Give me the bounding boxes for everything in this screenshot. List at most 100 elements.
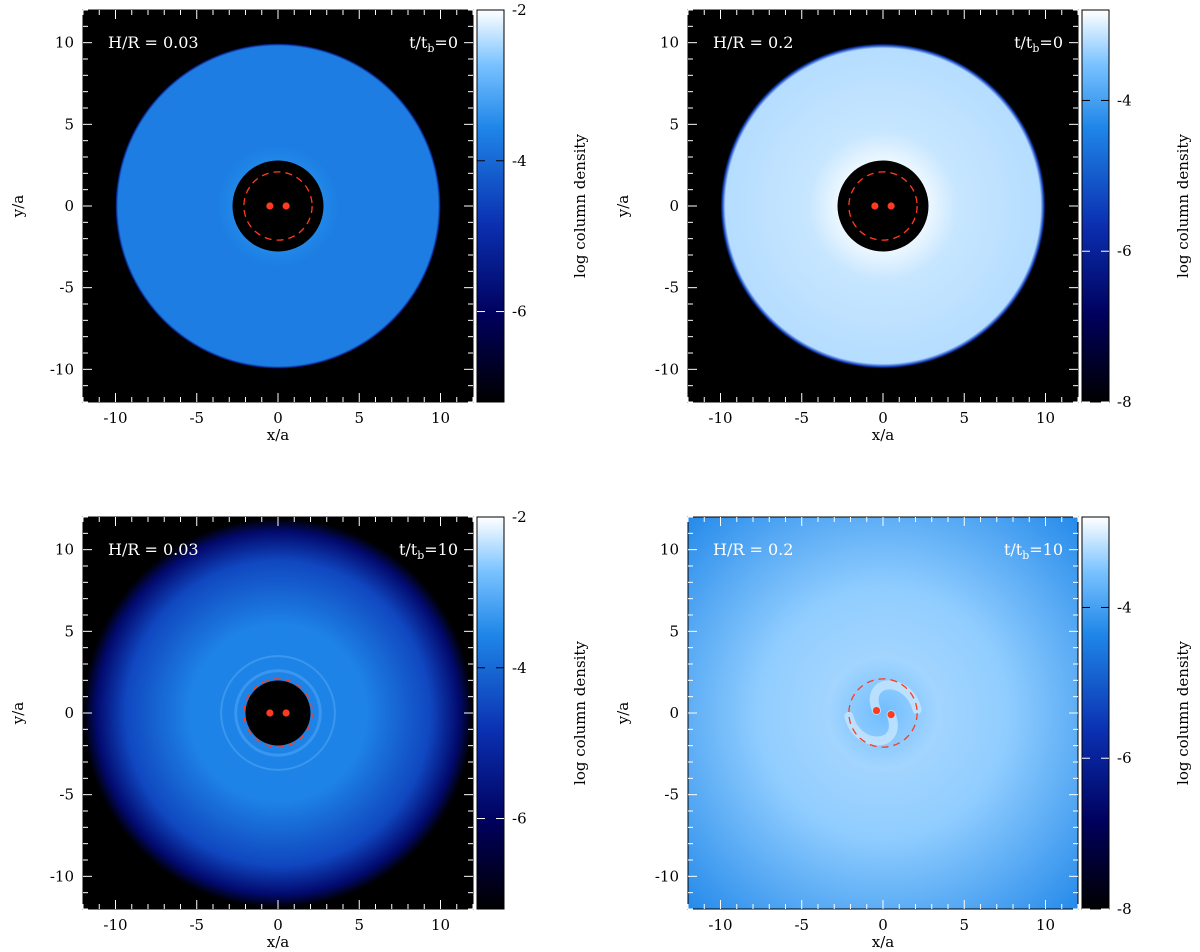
colorbar-label: log column density — [571, 641, 589, 785]
colorbar-label: log column density — [571, 134, 589, 278]
colorbar-tick-label: -6 — [512, 303, 527, 321]
cavity — [245, 680, 311, 746]
plot-area — [688, 10, 1078, 402]
x-tick-label: 5 — [354, 409, 364, 427]
spiral-arm — [869, 680, 922, 716]
x-tick-label: -5 — [189, 916, 204, 934]
x-tick-label: 0 — [273, 916, 283, 934]
y-tick-label: 5 — [64, 622, 74, 640]
panel-bottom-left: -10 -5 0 5 10 -10 -5 0 5 10 x/a y/a H/R = 0.03 t/tb=1… — [9, 508, 589, 951]
panel-top-left: -10 -5 0 5 10 -10 -5 0 5 10 x/a y/a H/R = 0.03 t/tb=0… — [9, 1, 589, 444]
spiral-streams — [844, 680, 922, 746]
y-tick-label: 0 — [64, 704, 74, 722]
x-tick-label: 10 — [1036, 916, 1055, 934]
y-tick-label: 10 — [55, 34, 74, 52]
panel-top-right: -10 -5 0 5 10 -10 -5 0 5 10 x/a y/a H/R = 0.2 t/tb=0 -… — [614, 9, 1192, 444]
colorbar: -2 -4 -6 log column density — [476, 1, 589, 403]
density-ring — [220, 655, 336, 771]
y-tick-label: -5 — [664, 786, 679, 804]
y-tick-label: 10 — [660, 541, 679, 559]
binary-star — [887, 711, 895, 719]
annotation-hr: H/R = 0.03 — [108, 33, 199, 52]
binary-star — [871, 202, 879, 210]
y-tick-label: -5 — [59, 279, 74, 297]
panel-bottom-right: -10 -5 0 5 10 -10 -5 0 5 10 x/a y/a H/R = 0.2 t/tb=10… — [614, 516, 1192, 951]
y-tick-label: 5 — [669, 622, 679, 640]
y-tick-label: 5 — [669, 115, 679, 133]
y-axis-label: y/a — [614, 702, 632, 726]
x-tick-label: -10 — [103, 916, 127, 934]
y-axis-label: y/a — [614, 195, 632, 219]
annotation-time: t/tb=10 — [1004, 540, 1063, 562]
y-tick-label: -10 — [655, 867, 679, 885]
binary-star — [887, 202, 895, 210]
x-tick-label: 0 — [878, 916, 888, 934]
x-tick-label: -5 — [189, 409, 204, 427]
y-tick-label: 5 — [64, 115, 74, 133]
y-tick-label: 10 — [660, 34, 679, 52]
x-axis-label: x/a — [267, 933, 290, 951]
y-tick-label: 0 — [669, 197, 679, 215]
annotation-time: t/tb=10 — [399, 540, 458, 562]
colorbar-tick-label: -8 — [1117, 900, 1132, 918]
plot-area — [83, 517, 473, 909]
colorbar-label: log column density — [1174, 641, 1192, 785]
dashed-circle — [848, 678, 918, 748]
x-tick-label: 10 — [1036, 409, 1055, 427]
plot-area — [688, 517, 1078, 909]
annotation-hr: H/R = 0.03 — [108, 540, 199, 559]
y-tick-label: -10 — [50, 867, 74, 885]
dashed-circle — [243, 678, 313, 748]
cavity — [232, 160, 324, 252]
x-tick-label: 0 — [878, 409, 888, 427]
x-axis-label: x/a — [267, 426, 290, 444]
density-ring — [234, 669, 322, 757]
colorbar: -4 -6 -8 log column density — [1081, 9, 1192, 411]
disc — [688, 517, 1078, 909]
colorbar-tick-label: -6 — [1117, 749, 1132, 767]
y-tick-label: -10 — [50, 360, 74, 378]
x-tick-label: 0 — [273, 409, 283, 427]
colorbar-gradient — [1081, 9, 1110, 403]
y-tick-label: -5 — [664, 279, 679, 297]
x-axis-label: x/a — [872, 426, 895, 444]
y-tick-label: -5 — [59, 786, 74, 804]
y-tick-label: 0 — [669, 704, 679, 722]
binary-star — [872, 706, 881, 715]
y-tick-label: -10 — [655, 360, 679, 378]
colorbar-label: log column density — [1174, 134, 1192, 278]
colorbar-tick-label: -2 — [512, 508, 527, 526]
x-axis-label: x/a — [872, 933, 895, 951]
binary-star — [266, 709, 274, 717]
colorbar-tick-label: -6 — [512, 810, 527, 828]
binary-star — [282, 709, 290, 717]
colorbar: -2 -4 -6 log column density — [476, 508, 589, 910]
binary-star — [266, 202, 274, 210]
x-tick-label: 5 — [959, 916, 969, 934]
x-tick-label: -10 — [103, 409, 127, 427]
colorbar-tick-label: -2 — [512, 1, 527, 19]
annotation-hr: H/R = 0.2 — [713, 540, 793, 559]
annotation-time: t/tb=0 — [409, 33, 458, 55]
x-tick-label: -10 — [708, 916, 732, 934]
colorbar: -4 -6 -8 log column density — [1081, 516, 1192, 918]
colorbar-tick-label: -8 — [1117, 393, 1132, 411]
plot-area — [83, 10, 473, 402]
annotation-hr: H/R = 0.2 — [713, 33, 793, 52]
dashed-circle — [848, 171, 918, 241]
annotation-time: t/tb=0 — [1014, 33, 1063, 55]
x-tick-label: -5 — [794, 409, 809, 427]
x-tick-label: -10 — [708, 409, 732, 427]
colorbar-gradient — [476, 516, 505, 910]
binary-star — [282, 202, 290, 210]
colorbar-gradient — [476, 9, 505, 403]
colorbar-tick-label: -4 — [1117, 598, 1132, 616]
y-axis-label: y/a — [9, 702, 27, 726]
spiral-arm — [844, 710, 898, 746]
x-tick-label: 5 — [959, 409, 969, 427]
colorbar-tick-label: -4 — [512, 152, 527, 170]
colorbar-tick-label: -6 — [1117, 242, 1132, 260]
colorbar-tick-label: -4 — [512, 659, 527, 677]
x-tick-label: -5 — [794, 916, 809, 934]
